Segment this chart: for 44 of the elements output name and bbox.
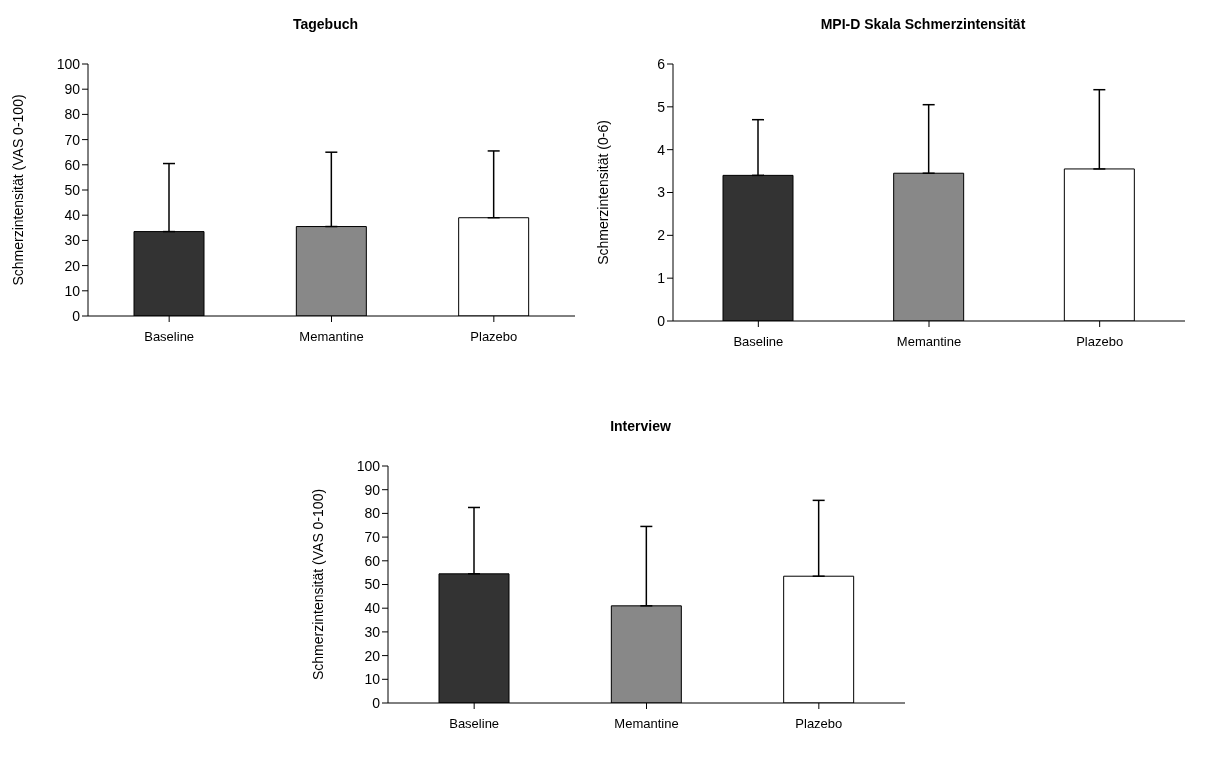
y-tick-label: 80 bbox=[64, 106, 81, 123]
y-tick-label: 100 bbox=[56, 55, 81, 72]
y-tick-label: 70 bbox=[64, 131, 81, 148]
x-tick-label: Memantine bbox=[896, 334, 962, 350]
x-tick-label: Memantine bbox=[614, 716, 679, 732]
y-tick-label: 4 bbox=[657, 141, 666, 158]
y-tick-label: 70 bbox=[364, 529, 381, 546]
y-tick-label: 90 bbox=[64, 81, 81, 98]
y-tick-label: 80 bbox=[364, 505, 381, 522]
x-tick-label: Plazebo bbox=[795, 716, 843, 732]
y-tick-label: 0 bbox=[72, 307, 81, 324]
y-tick-label: 3 bbox=[657, 184, 666, 201]
chart-title: MPI-D Skala Schmerzintensität bbox=[819, 16, 1027, 34]
y-tick-label: 5 bbox=[657, 98, 666, 115]
x-tick-label: Memantine bbox=[299, 329, 364, 345]
y-tick-label: 10 bbox=[364, 671, 381, 688]
y-tick-label: 6 bbox=[657, 55, 666, 72]
y-tick-label: 0 bbox=[657, 312, 666, 329]
x-tick-label: Baseline bbox=[733, 334, 784, 350]
y-axis-title: Schmerzintensität (0-6) bbox=[594, 120, 611, 265]
y-axis-title: Schmerzintensität (VAS 0-100) bbox=[309, 488, 326, 681]
x-tick-label: Plazebo bbox=[470, 329, 518, 345]
y-tick-label: 50 bbox=[64, 181, 81, 198]
chart-title: Tagebuch bbox=[291, 16, 360, 34]
y-tick-label: 60 bbox=[364, 552, 381, 569]
y-tick-label: 1 bbox=[657, 270, 666, 287]
y-tick-label: 30 bbox=[64, 232, 81, 249]
y-tick-label: 20 bbox=[364, 647, 381, 664]
y-tick-label: 40 bbox=[364, 600, 381, 617]
x-tick-label: Baseline bbox=[144, 329, 195, 345]
y-tick-label: 50 bbox=[364, 576, 381, 593]
x-tick-label: Baseline bbox=[449, 716, 500, 732]
y-tick-label: 10 bbox=[64, 282, 81, 299]
y-tick-label: 20 bbox=[64, 257, 81, 274]
y-tick-label: 2 bbox=[657, 227, 666, 244]
y-tick-label: 90 bbox=[364, 481, 381, 498]
y-tick-label: 100 bbox=[356, 457, 381, 474]
y-tick-label: 60 bbox=[64, 156, 81, 173]
y-tick-label: 40 bbox=[64, 207, 81, 224]
x-tick-label: Plazebo bbox=[1076, 334, 1124, 350]
y-axis-title: Schmerzintensität (VAS 0-100) bbox=[9, 94, 26, 286]
y-tick-label: 0 bbox=[372, 694, 381, 711]
chart-title: Interview bbox=[609, 418, 672, 436]
y-tick-label: 30 bbox=[364, 623, 381, 640]
